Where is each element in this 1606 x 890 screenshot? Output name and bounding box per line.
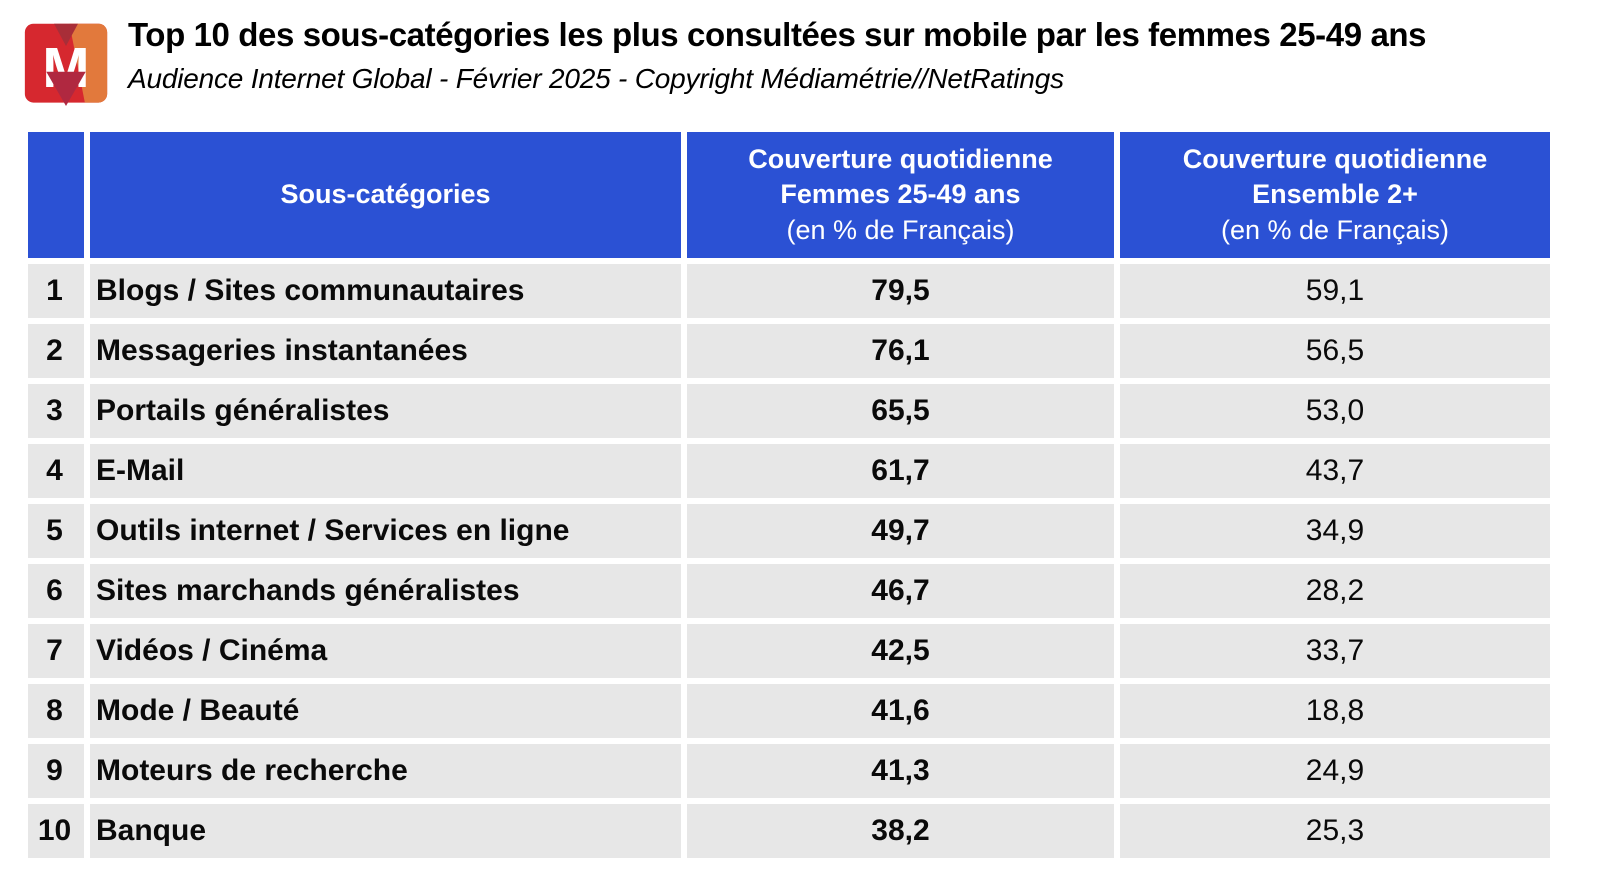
category-cell: Outils internet / Services en ligne <box>90 504 681 558</box>
rank-cell: 5 <box>28 504 84 558</box>
femmes-cell: 49,7 <box>687 504 1114 558</box>
category-cell: Vidéos / Cinéma <box>90 624 681 678</box>
mediametrie-logo-icon: M <box>24 23 108 106</box>
ensemble-cell: 59,1 <box>1120 264 1550 318</box>
category-cell: Sites marchands généralistes <box>90 564 681 618</box>
rank-cell: 10 <box>28 804 84 858</box>
femmes-cell: 61,7 <box>687 444 1114 498</box>
table-row: 6 Sites marchands généralistes 46,7 28,2 <box>28 564 1550 618</box>
ensemble-cell: 28,2 <box>1120 564 1550 618</box>
page-subtitle: Audience Internet Global - Février 2025 … <box>128 62 1064 94</box>
femmes-cell: 76,1 <box>687 324 1114 378</box>
header-label-ensemble-line3: (en % de Français) <box>1220 214 1450 245</box>
ensemble-cell: 24,9 <box>1120 744 1550 798</box>
title-block: Top 10 des sous-catégories les plus cons… <box>128 14 1427 95</box>
rank-cell: 1 <box>28 264 84 318</box>
header-row: Sous-catégories Couverture quotidienne F… <box>28 132 1550 258</box>
table-row: 10 Banque 38,2 25,3 <box>28 804 1550 858</box>
ensemble-cell: 18,8 <box>1120 684 1550 738</box>
table-row: 1 Blogs / Sites communautaires 79,5 59,1 <box>28 264 1550 318</box>
femmes-cell: 41,3 <box>687 744 1114 798</box>
table-row: 4 E-Mail 61,7 43,7 <box>28 444 1550 498</box>
ensemble-cell: 34,9 <box>1120 504 1550 558</box>
table-row: 8 Mode / Beauté 41,6 18,8 <box>28 684 1550 738</box>
table-body: 1 Blogs / Sites communautaires 79,5 59,1… <box>28 264 1550 858</box>
table-row: 2 Messageries instantanées 76,1 56,5 <box>28 324 1550 378</box>
header-label-ensemble-line1: Couverture quotidienne <box>1182 144 1488 175</box>
rank-cell: 6 <box>28 564 84 618</box>
category-cell: Moteurs de recherche <box>90 744 681 798</box>
table-row: 5 Outils internet / Services en ligne 49… <box>28 504 1550 558</box>
femmes-cell: 46,7 <box>687 564 1114 618</box>
category-cell: Blogs / Sites communautaires <box>90 264 681 318</box>
table-row: 3 Portails généralistes 65,5 53,0 <box>28 384 1550 438</box>
ensemble-cell: 56,5 <box>1120 324 1550 378</box>
header-label-femmes-line2: Femmes 25-49 ans <box>780 179 1021 210</box>
header-cell-subcategories: Sous-catégories <box>90 132 681 258</box>
page-header: M Top 10 des sous-catégories les plus co… <box>0 0 1606 118</box>
femmes-cell: 41,6 <box>687 684 1114 738</box>
header-label-femmes-line1: Couverture quotidienne <box>748 144 1053 175</box>
ensemble-cell: 53,0 <box>1120 384 1550 438</box>
category-cell: E-Mail <box>90 444 681 498</box>
rank-cell: 4 <box>28 444 84 498</box>
header-label-femmes-line3: (en % de Français) <box>786 214 1015 245</box>
table-row: 9 Moteurs de recherche 41,3 24,9 <box>28 744 1550 798</box>
rank-cell: 9 <box>28 744 84 798</box>
ensemble-cell: 33,7 <box>1120 624 1550 678</box>
category-cell: Messageries instantanées <box>90 324 681 378</box>
femmes-cell: 79,5 <box>687 264 1114 318</box>
header-label-ensemble-line2: Ensemble 2+ <box>1252 179 1418 210</box>
category-cell: Banque <box>90 804 681 858</box>
rank-cell: 2 <box>28 324 84 378</box>
rank-cell: 7 <box>28 624 84 678</box>
femmes-cell: 65,5 <box>687 384 1114 438</box>
category-cell: Mode / Beauté <box>90 684 681 738</box>
table-header: Sous-catégories Couverture quotidienne F… <box>28 132 1550 258</box>
rank-cell: 3 <box>28 384 84 438</box>
ensemble-cell: 25,3 <box>1120 804 1550 858</box>
header-label-subcategories: Sous-catégories <box>280 179 491 210</box>
header-cell-femmes: Couverture quotidienne Femmes 25-49 ans … <box>687 132 1114 258</box>
page-title: Top 10 des sous-catégories les plus cons… <box>128 16 1427 53</box>
femmes-cell: 42,5 <box>687 624 1114 678</box>
table-row: 7 Vidéos / Cinéma 42,5 33,7 <box>28 624 1550 678</box>
rank-cell: 8 <box>28 684 84 738</box>
header-cell-ensemble: Couverture quotidienne Ensemble 2+ (en %… <box>1120 132 1550 258</box>
ensemble-cell: 43,7 <box>1120 444 1550 498</box>
category-cell: Portails généralistes <box>90 384 681 438</box>
header-cell-rank <box>28 132 84 258</box>
femmes-cell: 38,2 <box>687 804 1114 858</box>
ranking-table: Sous-catégories Couverture quotidienne F… <box>22 126 1556 864</box>
